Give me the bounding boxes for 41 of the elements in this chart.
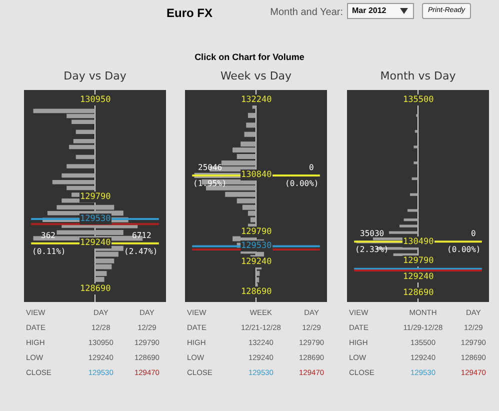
annotation: (2.33%) — [355, 245, 389, 254]
chart-title: Week vs Day — [220, 69, 292, 82]
chart-title: Day vs Day — [64, 69, 127, 82]
y-tick-label: 129240 — [80, 238, 111, 248]
y-tick-label: 128690 — [403, 288, 434, 298]
y-tick-label: 130950 — [80, 95, 111, 105]
bar — [246, 122, 256, 128]
annotation: (0.00%) — [447, 245, 481, 254]
annotation: 35030 — [360, 229, 384, 238]
bar — [66, 164, 95, 168]
y-tick-label: 130840 — [241, 170, 272, 180]
y-tick-label: 129790 — [403, 256, 434, 266]
bar — [76, 154, 95, 160]
annotation: (0.11%) — [32, 247, 66, 256]
bar — [244, 132, 256, 137]
annotation: (2.47%) — [124, 247, 158, 256]
y-tick-label: 128690 — [80, 284, 111, 294]
bar — [248, 112, 256, 118]
annotation: 6712 — [132, 231, 152, 240]
y-tick-label: 130490 — [403, 237, 434, 247]
y-tick-label: 135500 — [403, 95, 434, 105]
y-tick-label: 132240 — [241, 95, 272, 105]
text: Month and Year: — [270, 7, 343, 18]
annotation: 0 — [309, 163, 314, 172]
y-tick-label: 129530 — [80, 214, 111, 224]
text: Mar 2012 — [347, 3, 414, 19]
text: Click on Chart for Volume — [194, 52, 306, 62]
bar — [62, 173, 95, 178]
text: Euro FX — [166, 6, 212, 20]
chart-title: Month vs Day — [380, 69, 456, 82]
y-tick-label: 129790 — [241, 227, 272, 237]
y-tick-label: 128690 — [241, 287, 272, 297]
y-tick-label: 129530 — [241, 241, 272, 251]
y-tick-label: 129240 — [403, 272, 434, 282]
annotation: 362 — [41, 231, 56, 240]
y-tick-label: 129790 — [80, 192, 111, 202]
annotation: 25046 — [198, 163, 222, 172]
annotation: 0 — [471, 229, 476, 238]
bar — [76, 130, 95, 134]
annotation: (0.00%) — [285, 179, 319, 188]
y-tick-label: 129240 — [241, 257, 272, 267]
